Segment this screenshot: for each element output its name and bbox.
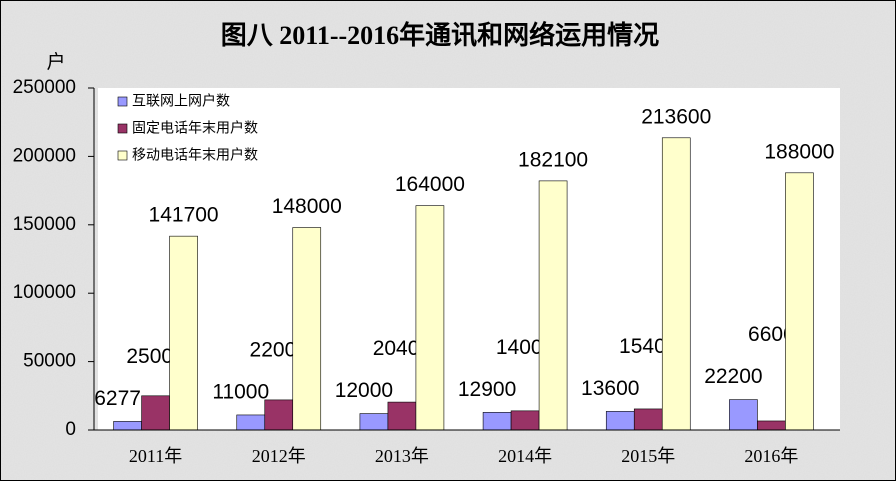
- bar: [605, 411, 635, 431]
- y-tick-label: 50000: [23, 351, 76, 372]
- data-label: 6277: [94, 387, 141, 410]
- bar: [633, 408, 663, 431]
- data-label: 11000: [212, 380, 269, 403]
- data-label: 22200: [704, 365, 762, 388]
- bar: [785, 172, 814, 431]
- bar: [482, 412, 512, 431]
- y-tick-label: 0: [65, 419, 76, 440]
- y-axis-label: 户: [46, 51, 65, 73]
- bar: [236, 414, 266, 431]
- y-tick-label: 100000: [13, 282, 76, 303]
- legend-label: 互联网上网户数: [132, 93, 230, 109]
- bar: [113, 421, 142, 431]
- plot-area: [98, 88, 840, 430]
- legend-swatch: [117, 96, 128, 107]
- x-tick-label: 2015年: [621, 446, 675, 466]
- data-label: 12900: [458, 378, 516, 401]
- x-tick-label: 2011年: [129, 446, 182, 466]
- bar: [510, 410, 540, 431]
- data-label: 148000: [272, 195, 342, 218]
- bar: [359, 413, 389, 431]
- data-label: 13600: [581, 377, 639, 400]
- x-tick-label: 2013年: [375, 446, 429, 466]
- bar: [538, 180, 568, 431]
- legend-label: 固定电话年末用户数: [132, 120, 258, 136]
- y-tick-label: 150000: [13, 214, 76, 235]
- y-tick-label: 200000: [13, 145, 76, 166]
- legend-swatch: [117, 150, 128, 161]
- bar: [661, 137, 691, 431]
- x-tick-label: 2012年: [252, 446, 306, 466]
- bar: [387, 401, 417, 431]
- bar: [264, 399, 294, 431]
- data-label: 182100: [518, 148, 588, 171]
- y-tick-label: 250000: [13, 77, 76, 98]
- bar: [169, 235, 198, 431]
- bar: [292, 227, 322, 431]
- bar: [415, 205, 445, 431]
- legend-label: 移动电话年末用户数: [132, 147, 258, 163]
- legend-swatch: [117, 123, 128, 134]
- data-label: 213600: [641, 105, 711, 128]
- x-tick-label: 2016年: [744, 446, 798, 466]
- data-label: 6600: [748, 323, 795, 346]
- bar: [141, 395, 170, 431]
- data-label: 12000: [335, 379, 393, 402]
- bar: [729, 399, 758, 431]
- data-label: 141700: [149, 204, 219, 227]
- chart-title: 图八 2011--2016年通讯和网络运用情况: [221, 20, 659, 50]
- data-label: 188000: [764, 140, 834, 163]
- data-label: 164000: [395, 173, 465, 196]
- bar: [757, 420, 786, 431]
- x-tick-label: 2014年: [498, 446, 552, 466]
